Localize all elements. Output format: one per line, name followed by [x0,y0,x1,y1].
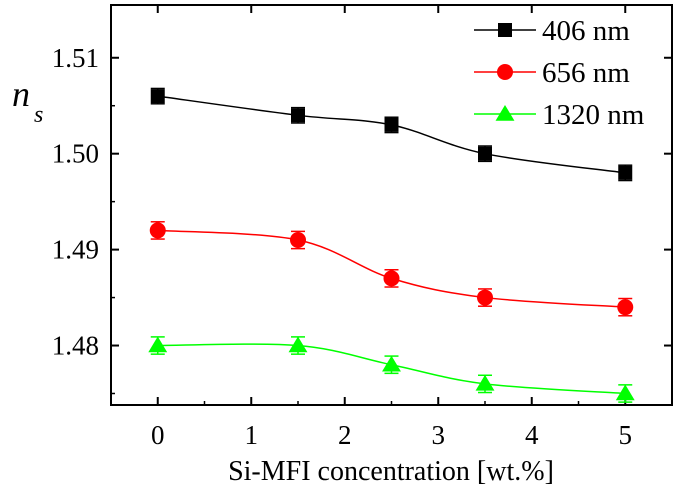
legend-item-0: 406 nm [474,15,630,47]
x-tick-label-2: 2 [338,420,352,450]
legend-marker-2 [495,105,515,121]
legend-label-0: 406 nm [542,15,630,47]
data-point-1-1 [290,232,306,249]
legend: 406 nm 656 nm 1320 nm [474,15,645,131]
data-point-1-4 [617,299,634,316]
data-point-0-0 [150,89,165,104]
data-point-1-3 [477,289,493,306]
x-tick-label-1: 1 [245,420,259,450]
y-tick-label-3: 1.51 [52,43,99,73]
y-axis-label-subscript: s [34,102,43,128]
series-1 [149,221,634,317]
data-point-0-2 [384,117,399,132]
legend-item-2: 1320 nm [474,99,645,131]
y-tick-label-1: 1.49 [52,235,99,265]
x-tick-label-4: 4 [525,420,539,450]
data-point-2-0 [148,336,168,353]
data-point-0-3 [478,146,492,161]
y-axis-label: n s [12,74,43,128]
data-point-2-4 [615,384,635,401]
y-axis-label-main: n [12,74,30,114]
axis-ticks: 0 1 2 3 4 5 1.48 1.49 1.50 1.51 [52,5,672,450]
legend-item-1: 656 nm [474,57,630,89]
legend-label-1: 656 nm [542,57,630,89]
data-point-0-1 [291,108,305,123]
data-point-0-4 [618,165,633,180]
data-point-2-2 [382,355,401,372]
series-2 [148,336,635,403]
data-point-2-3 [475,374,495,391]
x-tick-label-0: 0 [151,420,165,450]
legend-marker-1 [497,64,513,80]
y-tick-label-2: 1.50 [52,139,99,169]
data-point-1-0 [149,222,166,239]
x-axis-label: Si-MFI concentration [wt.%] [228,456,554,487]
x-tick-label-5: 5 [619,420,633,450]
legend-marker-0 [498,23,512,37]
x-tick-label-3: 3 [432,420,446,450]
data-point-1-2 [383,270,400,287]
series-0 [150,87,633,182]
series-line-1 [157,229,626,308]
y-tick-label-0: 1.48 [52,331,99,361]
data-point-2-1 [288,336,308,353]
legend-label-2: 1320 nm [542,99,645,131]
series-layer [148,87,635,403]
